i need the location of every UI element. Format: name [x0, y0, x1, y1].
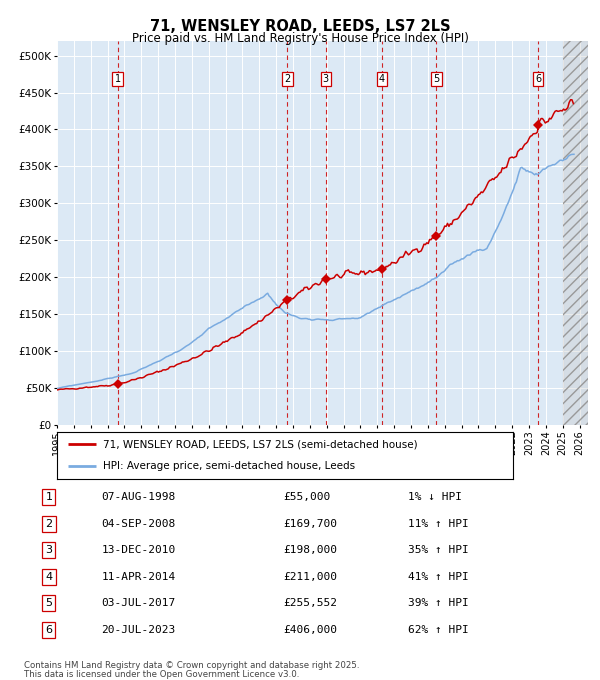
Bar	[563, 41, 588, 425]
Text: £255,552: £255,552	[283, 598, 337, 608]
Text: 35% ↑ HPI: 35% ↑ HPI	[407, 545, 469, 556]
Text: 2: 2	[45, 519, 52, 529]
Text: £169,700: £169,700	[283, 519, 337, 529]
Text: 04-SEP-2008: 04-SEP-2008	[101, 519, 176, 529]
Text: 4: 4	[379, 74, 385, 84]
Text: 07-AUG-1998: 07-AUG-1998	[101, 492, 176, 503]
Text: 62% ↑ HPI: 62% ↑ HPI	[407, 625, 469, 634]
Text: 3: 3	[323, 74, 329, 84]
Text: £55,000: £55,000	[283, 492, 331, 503]
Text: HPI: Average price, semi-detached house, Leeds: HPI: Average price, semi-detached house,…	[103, 461, 355, 471]
Bar	[563, 41, 588, 425]
Text: 2: 2	[284, 74, 290, 84]
Text: 03-JUL-2017: 03-JUL-2017	[101, 598, 176, 608]
Text: 4: 4	[45, 572, 52, 582]
Text: 1: 1	[115, 74, 121, 84]
Text: 11% ↑ HPI: 11% ↑ HPI	[407, 519, 469, 529]
Text: £406,000: £406,000	[283, 625, 337, 634]
Text: 11-APR-2014: 11-APR-2014	[101, 572, 176, 582]
Text: 6: 6	[46, 625, 52, 634]
Text: 1% ↓ HPI: 1% ↓ HPI	[407, 492, 461, 503]
Text: 1: 1	[46, 492, 52, 503]
Text: 71, WENSLEY ROAD, LEEDS, LS7 2LS (semi-detached house): 71, WENSLEY ROAD, LEEDS, LS7 2LS (semi-d…	[103, 439, 417, 449]
Text: £198,000: £198,000	[283, 545, 337, 556]
Text: 13-DEC-2010: 13-DEC-2010	[101, 545, 176, 556]
Text: 5: 5	[46, 598, 52, 608]
Text: This data is licensed under the Open Government Licence v3.0.: This data is licensed under the Open Gov…	[24, 670, 299, 679]
Text: £211,000: £211,000	[283, 572, 337, 582]
Text: 5: 5	[433, 74, 439, 84]
Text: 39% ↑ HPI: 39% ↑ HPI	[407, 598, 469, 608]
Text: Price paid vs. HM Land Registry's House Price Index (HPI): Price paid vs. HM Land Registry's House …	[131, 32, 469, 45]
Text: 41% ↑ HPI: 41% ↑ HPI	[407, 572, 469, 582]
Text: 71, WENSLEY ROAD, LEEDS, LS7 2LS: 71, WENSLEY ROAD, LEEDS, LS7 2LS	[149, 19, 451, 34]
Text: 3: 3	[46, 545, 52, 556]
Text: 20-JUL-2023: 20-JUL-2023	[101, 625, 176, 634]
Text: Contains HM Land Registry data © Crown copyright and database right 2025.: Contains HM Land Registry data © Crown c…	[24, 661, 359, 670]
Text: 6: 6	[535, 74, 541, 84]
